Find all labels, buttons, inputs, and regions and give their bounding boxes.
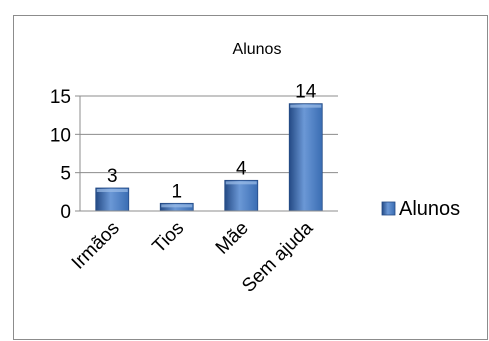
bar-3 [224, 179, 259, 212]
x-category-label: Mãe [212, 218, 253, 259]
bar-highlight [225, 181, 257, 185]
data-label: 3 [107, 166, 118, 187]
bar-highlight [161, 204, 193, 208]
bar-highlight [96, 189, 128, 192]
legend-label: Alunos [399, 198, 460, 220]
y-tick-label: 5 [60, 164, 71, 185]
x-category-label: Sem ajuda [238, 217, 317, 296]
bar-4 [288, 103, 323, 212]
chart-title: Alunos [233, 41, 282, 58]
bar-highlight [290, 104, 322, 108]
legend-swatch [381, 201, 396, 216]
chart-frame [13, 15, 488, 340]
data-label: 1 [171, 181, 182, 202]
x-category-label: Tios [149, 218, 189, 258]
data-label: 4 [236, 158, 247, 179]
y-tick-label: 15 [50, 87, 71, 108]
x-category-label: Irmãos [68, 218, 124, 274]
data-label: 14 [295, 82, 317, 103]
y-tick-label: 10 [50, 125, 71, 146]
y-tick-label: 0 [60, 202, 71, 223]
